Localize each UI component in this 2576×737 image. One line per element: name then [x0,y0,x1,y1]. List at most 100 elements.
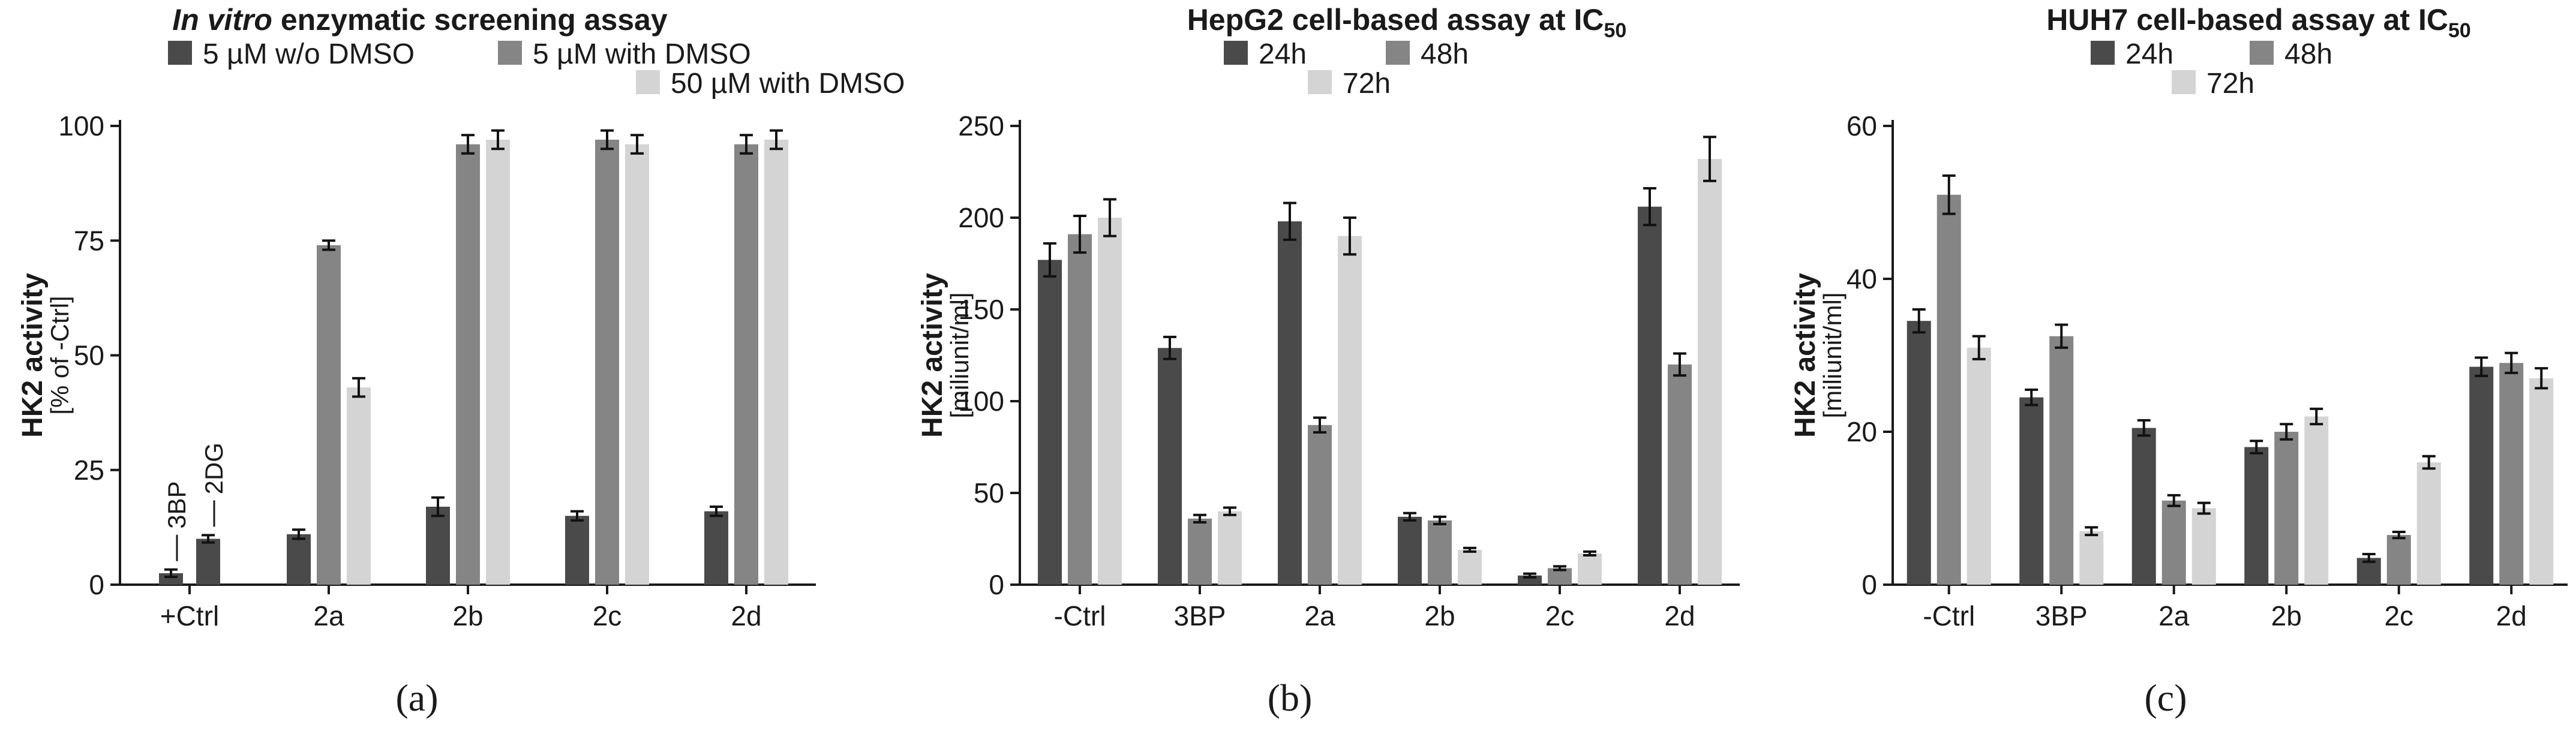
error-bar [2280,423,2293,441]
error-bar [1313,416,1326,434]
legend-item: 48h [1386,38,1469,70]
legend-item: 50 µM with DMSO [636,68,905,100]
error-bar [1703,136,1716,182]
bar [2049,336,2074,585]
y-tick-label: 40 [1847,263,1877,294]
legend-label: 24h [1259,38,1307,70]
y-tick-label: 50 [74,340,104,371]
error-bar [2167,494,2181,507]
legend-label: 72h [1343,68,1391,100]
y-axis-title: HK2 activity [917,273,948,438]
error-bar [1942,174,1956,215]
error-bar [1343,216,1356,256]
error-bar [1972,335,1986,360]
error-bar [2085,526,2098,537]
bar [2499,363,2524,585]
legend-swatch [2172,70,2196,94]
legend-swatch [498,41,522,65]
y-tick-label: 200 [958,202,1004,233]
bar [2079,531,2104,585]
x-tick-label: 2a [2158,600,2190,631]
legend-item: 72h [2172,68,2254,100]
bar [2274,432,2299,585]
bar [2304,416,2329,585]
bar [1308,425,1332,585]
legend-swatch [636,70,660,94]
y-axis-title: HK2 activity [1790,273,1821,438]
error-bar [1912,308,1926,334]
x-tick-label: 2d [1664,600,1695,631]
x-tick-label: 3BP [1174,600,1226,631]
error-bar [1073,214,1086,254]
error-bar [2310,407,2323,426]
error-bar [352,377,365,398]
control-annotation: 3BP [163,481,191,561]
chart-title: HUH7 cell-based assay at IC50 [2046,3,2471,42]
y-tick-label: 0 [89,569,104,600]
error-bar [322,239,335,251]
y-axis-label: HK2 activity[miliunit/ml] [1790,273,1847,438]
x-tick-label: 2c [2384,600,2413,631]
error-bar [1163,335,1176,360]
legend-item: 48h [2250,38,2332,70]
legend-label: 48h [2284,38,2332,70]
legend-label: 5 µM w/o DMSO [203,38,415,70]
legend-label: 50 µM with DMSO [671,68,905,100]
error-bar [1583,550,1596,557]
bar [595,139,619,585]
x-tick-label: +Ctrl [160,600,219,631]
bar [2386,535,2411,585]
legend-item: 5 µM with DMSO [498,38,751,70]
legend-label: 24h [2125,38,2173,70]
error-bar [1043,242,1056,278]
x-tick-label: 2d [731,600,761,631]
chart-title-rest: enzymatic screening assay [272,3,668,37]
error-bar [2535,367,2548,390]
legend-item: 5 µM w/o DMSO [168,38,415,70]
error-bar [571,510,584,522]
y-axis-unit: [miliunit/ml] [945,292,974,418]
legend-swatch [2250,41,2274,65]
error-bar [2197,501,2211,515]
error-bar [2055,323,2068,349]
error-bar [292,528,305,540]
y-tick-label: 60 [1847,110,1877,142]
panel-label: (a) [395,676,438,719]
legend-item: 72h [1308,68,1391,100]
bar [1218,511,1242,585]
y-axis-unit: [miliunit/ml] [1818,292,1847,418]
error-bar [710,505,723,518]
bar [2244,447,2269,585]
y-axis-label: HK2 activity[% of -Ctrl] [17,273,74,438]
y-tick-label: 100 [58,110,104,142]
error-bar [2505,351,2518,374]
bar [1638,206,1662,585]
y-axis-title: HK2 activity [17,273,49,438]
panel-label: (b) [1268,676,1313,719]
bar [1428,520,1452,585]
error-bar [631,134,644,155]
bar [1188,518,1212,585]
error-bar [2025,388,2038,407]
x-tick-label: 2b [2271,600,2302,631]
bar [734,144,758,585]
legend-swatch [2091,41,2115,65]
error-bar [1673,352,1686,377]
y-tick-label: 20 [1847,416,1877,447]
bar [486,139,510,585]
y-axis-label: HK2 activity[miliunit/ml] [917,273,974,438]
x-tick-label: 2a [1304,600,1335,631]
x-tick-label: 2c [593,600,622,631]
x-tick-label: 3BP [2035,600,2088,631]
chart-title-italic: In vitro [172,3,272,37]
legend-swatch [168,41,192,65]
bar [1098,218,1122,585]
y-tick-label: 50 [974,477,1004,509]
annotation-label: 3BP [163,481,191,528]
chart-title: HepG2 cell-based assay at IC50 [1187,3,1627,42]
bar [1907,321,1931,585]
legend-item: 24h [2091,38,2173,70]
error-bar [491,129,505,151]
